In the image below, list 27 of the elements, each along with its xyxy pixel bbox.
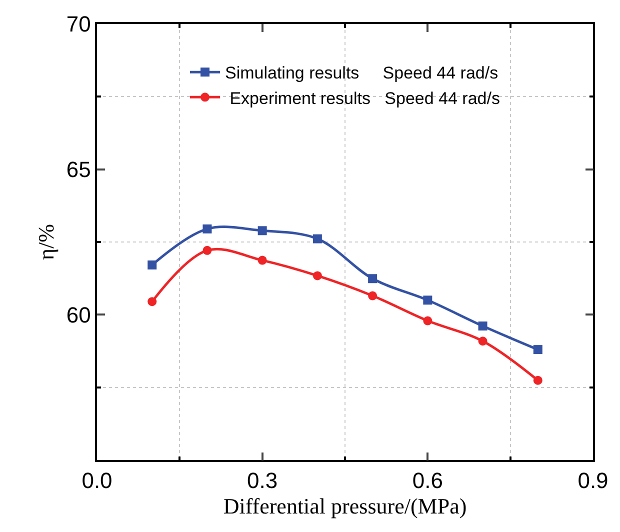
point [368,274,378,284]
x-axis-title: Differential pressure/(MPa) [223,494,467,519]
y-tick-label: 65 [66,157,91,182]
point [202,224,212,234]
point [478,336,488,346]
point [148,260,157,270]
x-tick-label: 0.9 [578,468,608,494]
point [533,376,542,385]
point [368,291,378,300]
point [423,296,432,305]
x-tick-label: 0.3 [247,468,278,494]
point [533,345,542,354]
point [423,316,432,326]
x-tick-label: 0.0 [82,468,112,494]
point [312,234,322,244]
point [258,226,267,236]
y-axis-title: η/% [34,224,59,260]
point [478,322,488,330]
legend-label: Simulating results Speed 44 rad/s [225,64,498,83]
point [202,246,212,255]
legend-label: Experiment results Speed 44 rad/s [225,88,500,108]
point [312,271,322,280]
point [148,297,157,306]
x-tick-label: 0.6 [412,468,443,494]
y-tick-label: 60 [66,302,91,328]
point [258,256,267,265]
y-tick-label: 70 [66,12,91,37]
